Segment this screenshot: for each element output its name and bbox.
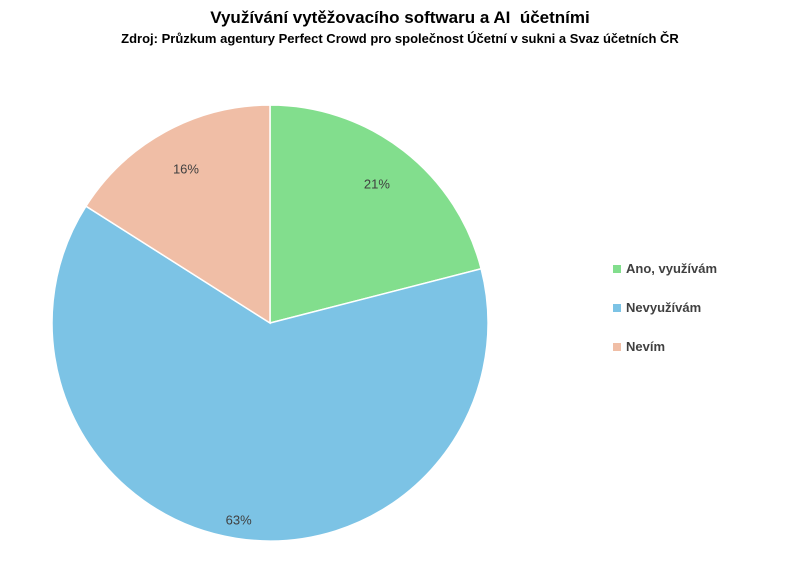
legend-item-nevyuzivam: Nevyužívám [613, 298, 717, 317]
legend-swatch-nevyuzivam [613, 303, 621, 312]
legend-swatch-nevim [613, 342, 621, 351]
pie-slice-ano [269, 104, 483, 324]
chart-subtitle: Zdroj: Průzkum agentury Perfect Crowd pr… [121, 31, 679, 46]
pie-slice-nevyuzivam [51, 205, 489, 542]
legend-item-ano: Ano, využívám [613, 259, 717, 278]
pie-slice-nevim [84, 104, 271, 325]
slice-data-label-nevyuzivam: 63% [226, 513, 252, 528]
legend-label-nevim: Nevím [626, 339, 666, 354]
legend: Ano, využívám Nevyužívám Nevím [613, 259, 717, 376]
slice-data-label-ano: 21% [364, 177, 390, 192]
legend-swatch-ano [613, 264, 621, 273]
legend-label-ano: Ano, využívám [626, 261, 718, 276]
legend-item-nevim: Nevím [613, 337, 717, 356]
legend-label-nevyuzivam: Nevyužívám [626, 300, 702, 315]
chart-title: Využívání vytěžovacího softwaru a AI úče… [210, 8, 590, 27]
slice-data-label-nevim: 16% [173, 162, 199, 177]
